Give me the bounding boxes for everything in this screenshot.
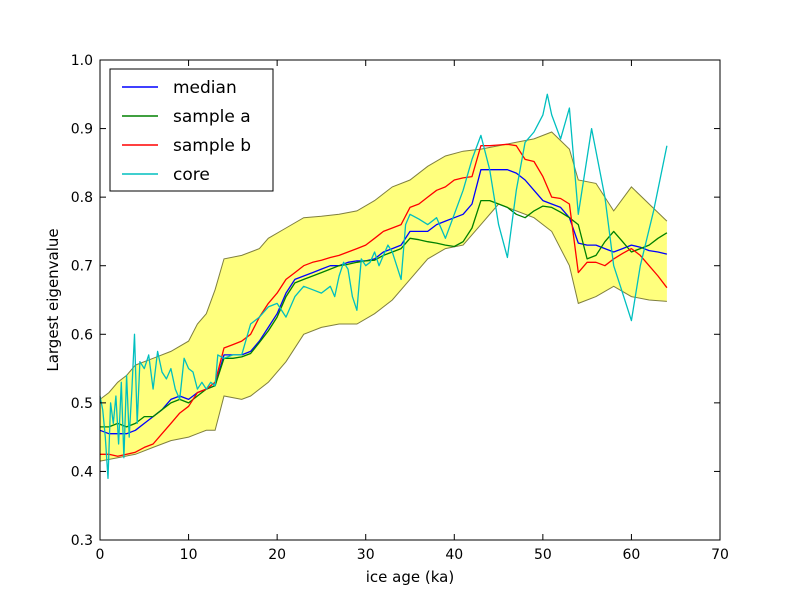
legend-label-core: core [173, 165, 210, 185]
x-tick-label: 20 [268, 547, 286, 563]
y-axis-label: Largest eigenvalue [44, 228, 62, 371]
y-tick-label: 0.9 [71, 122, 93, 138]
x-tick-label: 0 [96, 547, 105, 563]
y-tick-label: 1.0 [71, 53, 93, 69]
legend-frame [109, 68, 274, 192]
legend-label-median: median [173, 78, 237, 98]
plot-frame [99, 59, 721, 541]
series-layer [99, 93, 668, 479]
ticks-layer: 0 10 20 30 40 50 60 70 0.3 0.4 0.5 0.6 0.7 0.8 0.9 1.0 [71, 53, 729, 563]
legend-label-sample-a: sample a [173, 107, 251, 127]
envelope-upper-edge [99, 131, 668, 400]
legend-label-sample-b: sample b [173, 136, 251, 156]
series-line-sample-b [100, 143, 668, 457]
x-tick-label: 10 [180, 547, 198, 563]
x-tick-label: 30 [357, 547, 375, 563]
y-tick-label: 0.3 [71, 533, 93, 549]
envelope-band-layer [99, 131, 668, 462]
x-axis-label: ice age (ka) [366, 568, 454, 586]
legend: median sample a sample b core [109, 68, 274, 192]
x-tick-label: 60 [623, 547, 641, 563]
x-tick-label: 70 [711, 547, 729, 563]
y-tick-label: 0.8 [71, 190, 93, 206]
x-tick-label: 40 [445, 547, 463, 563]
x-tick-label: 50 [534, 547, 552, 563]
envelope-lower-edge [99, 203, 667, 462]
y-tick-label: 0.4 [71, 464, 93, 480]
y-tick-label: 0.5 [71, 396, 93, 412]
series-line-core [99, 93, 668, 479]
y-tick-label: 0.7 [71, 259, 93, 275]
y-tick-label: 0.6 [71, 327, 93, 343]
